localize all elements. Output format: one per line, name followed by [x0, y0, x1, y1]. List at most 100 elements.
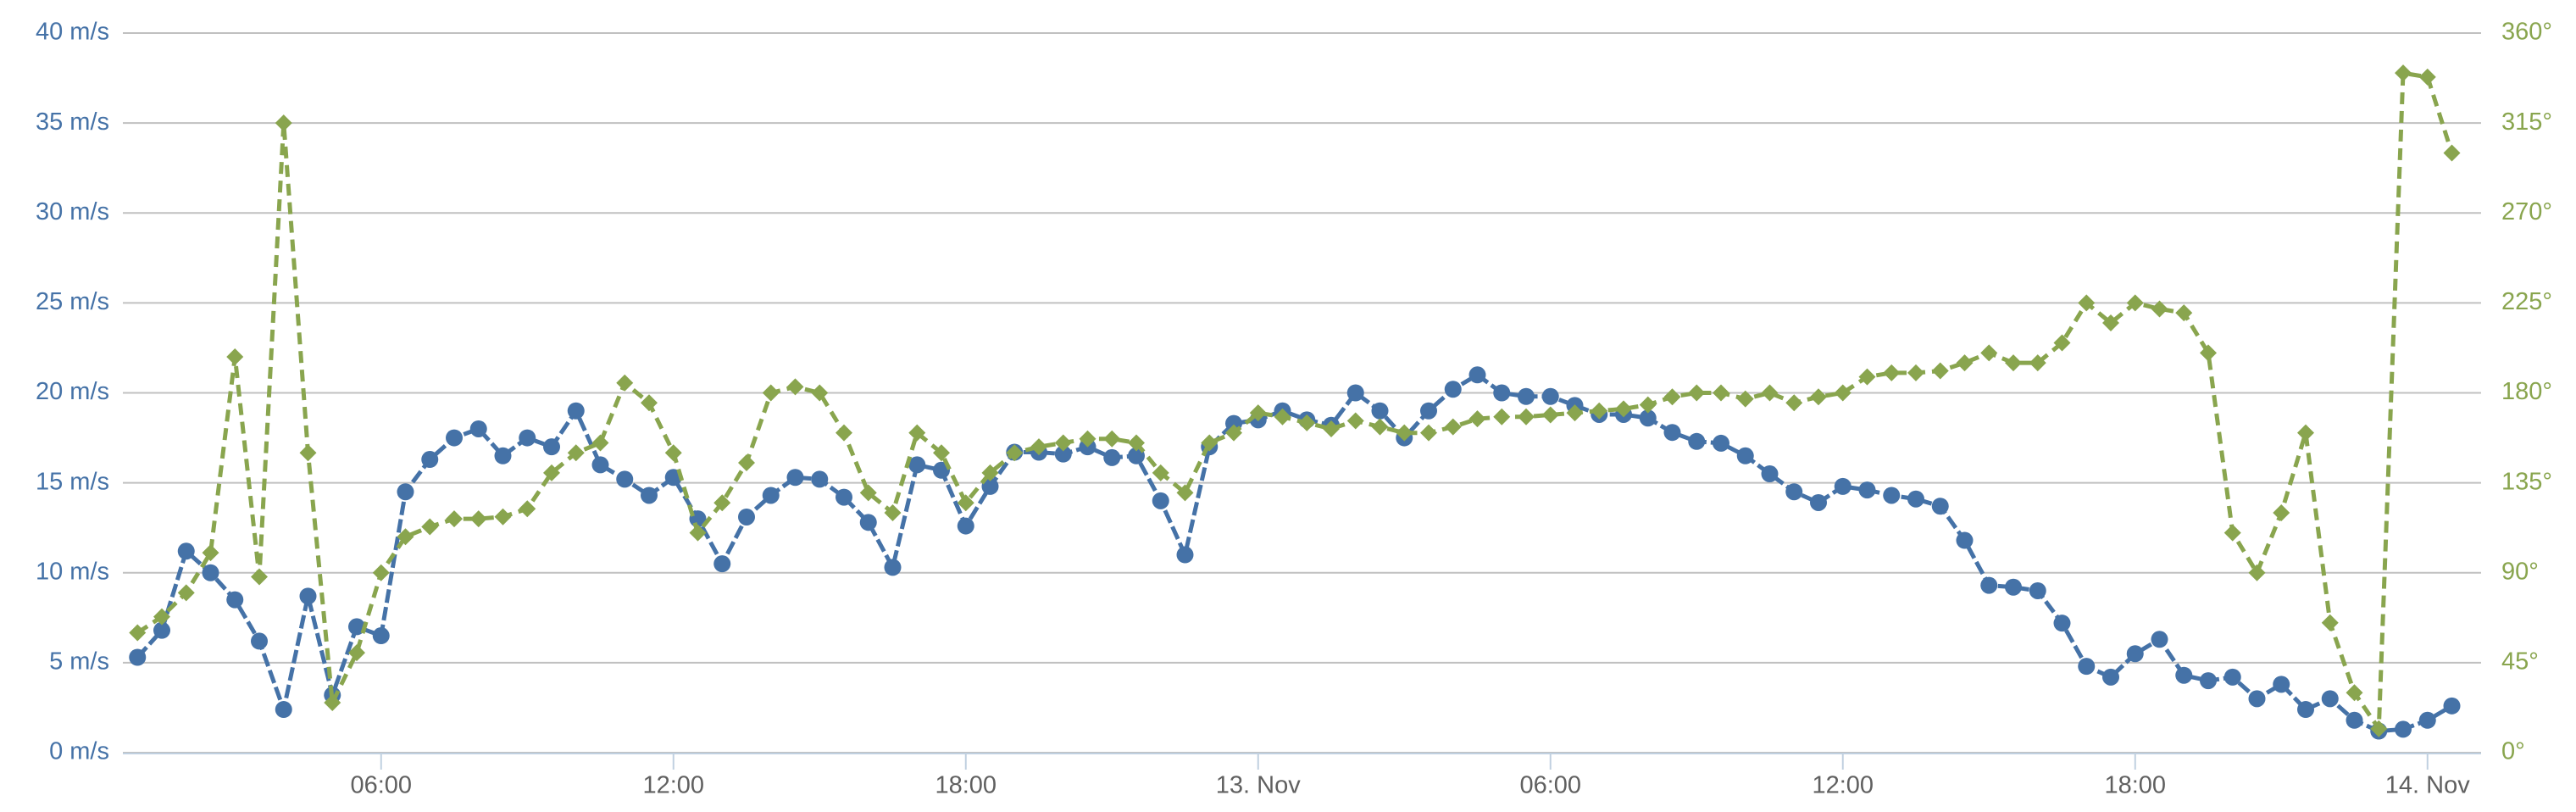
- point-marker: [1834, 477, 1852, 495]
- point-marker: [2005, 354, 2022, 372]
- point-marker: [2297, 701, 2314, 719]
- point-marker: [1030, 438, 1047, 456]
- x-tick-label: 18:00: [2104, 772, 2166, 799]
- y2-tick-label: 180°: [2501, 378, 2552, 405]
- point-marker: [1152, 464, 1169, 481]
- point-marker: [1858, 481, 1876, 499]
- point-marker: [738, 508, 755, 526]
- y-tick-label: 10 m/s: [36, 558, 109, 585]
- point-marker: [591, 434, 609, 452]
- point-marker: [1713, 434, 1729, 452]
- point-marker: [1785, 483, 1803, 501]
- point-marker: [1396, 424, 1413, 442]
- point-marker: [251, 632, 268, 650]
- point-marker: [981, 477, 999, 495]
- point-marker: [2273, 504, 2290, 521]
- point-marker: [275, 114, 292, 132]
- point-marker: [202, 564, 219, 581]
- point-marker: [2418, 711, 2436, 729]
- point-marker: [2248, 564, 2266, 581]
- point-marker: [2078, 294, 2096, 312]
- point-marker: [2418, 68, 2436, 86]
- point-marker: [1079, 430, 1096, 448]
- point-marker: [1834, 384, 1852, 402]
- point-marker: [1420, 402, 1437, 420]
- point-marker: [2029, 354, 2046, 372]
- point-marker: [1225, 424, 1242, 442]
- point-marker: [762, 487, 780, 504]
- y-tick-label: 5 m/s: [49, 648, 109, 676]
- point-marker: [1883, 364, 1901, 381]
- point-marker: [762, 384, 780, 402]
- point-marker: [543, 464, 560, 481]
- point-marker: [2005, 578, 2022, 596]
- point-marker: [1736, 447, 1754, 464]
- point-marker: [1810, 388, 1827, 406]
- y-tick-label: 0 m/s: [49, 738, 109, 765]
- y2-tick-label: 225°: [2501, 288, 2552, 315]
- point-marker: [129, 624, 147, 642]
- point-marker: [446, 510, 463, 528]
- point-marker: [1810, 493, 1827, 511]
- point-marker: [1931, 362, 1949, 380]
- x-tick-label: 06:00: [350, 772, 412, 799]
- point-marker: [226, 591, 244, 609]
- point-marker: [1736, 390, 1754, 408]
- point-marker: [859, 514, 877, 531]
- point-marker: [1103, 448, 1121, 466]
- point-marker: [1128, 434, 1145, 452]
- point-marker: [446, 429, 463, 447]
- point-marker: [397, 528, 414, 546]
- point-marker: [1785, 394, 1803, 412]
- point-marker: [1176, 484, 1194, 502]
- x-tick-label: 06:00: [1519, 772, 1581, 799]
- point-marker: [1566, 404, 1584, 422]
- point-marker: [1493, 408, 1511, 425]
- point-marker: [324, 694, 341, 712]
- point-marker: [2223, 524, 2241, 542]
- point-marker: [884, 559, 902, 576]
- point-marker: [2078, 658, 2096, 676]
- point-marker: [908, 424, 926, 442]
- point-marker: [859, 484, 877, 502]
- point-marker: [786, 469, 804, 487]
- point-marker: [811, 470, 829, 488]
- point-marker: [1468, 410, 1486, 428]
- point-marker: [1371, 418, 1389, 436]
- point-marker: [299, 587, 317, 605]
- point-marker: [1663, 388, 1681, 406]
- point-marker: [1907, 364, 1924, 381]
- point-marker: [1883, 487, 1901, 504]
- point-marker: [1518, 387, 1535, 405]
- point-marker: [1371, 402, 1389, 420]
- point-marker: [1444, 381, 1462, 398]
- point-marker: [567, 444, 585, 462]
- point-marker: [1688, 432, 1706, 450]
- point-marker: [1054, 445, 1072, 463]
- point-marker: [908, 456, 926, 474]
- point-marker: [689, 524, 707, 542]
- point-marker: [2395, 64, 2412, 82]
- point-marker: [1907, 490, 1924, 508]
- point-marker: [494, 508, 512, 526]
- point-marker: [1518, 408, 1535, 425]
- point-marker: [372, 564, 390, 581]
- y-tick-label: 30 m/s: [36, 198, 109, 225]
- point-marker: [469, 420, 487, 437]
- point-marker: [1639, 409, 1657, 427]
- point-marker: [1128, 447, 1145, 464]
- point-marker: [1103, 430, 1121, 448]
- point-marker: [884, 504, 902, 521]
- point-marker: [2321, 614, 2339, 631]
- y2-tick-label: 0°: [2501, 738, 2525, 765]
- point-marker: [177, 584, 195, 602]
- y-tick-label: 40 m/s: [36, 19, 109, 46]
- y-tick-label: 25 m/s: [36, 288, 109, 315]
- point-marker: [1663, 424, 1681, 442]
- point-marker: [348, 644, 365, 662]
- point-marker: [543, 438, 560, 456]
- point-marker: [713, 494, 731, 512]
- point-marker: [616, 374, 634, 392]
- point-marker: [421, 451, 439, 469]
